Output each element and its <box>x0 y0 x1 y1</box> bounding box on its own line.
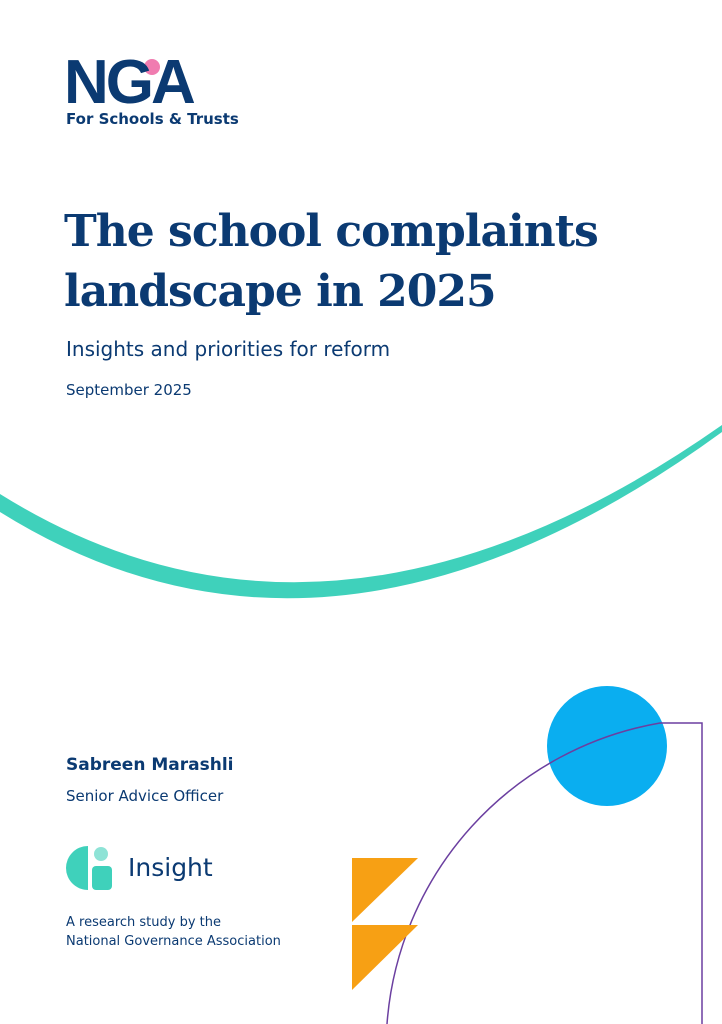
subtitle: Insights and priorities for reform <box>66 337 391 361</box>
logo-tagline: For Schools & Trusts <box>66 110 239 128</box>
logo-wordmark: NGA <box>64 48 196 117</box>
insight-icon <box>66 846 88 890</box>
blue-circle <box>547 686 667 806</box>
insight-icon <box>94 847 108 861</box>
orange-shape <box>352 858 418 922</box>
attribution: National Governance Association <box>66 934 281 949</box>
date: September 2025 <box>66 381 192 399</box>
series-label: Insight <box>128 853 213 882</box>
title: The school complaints <box>64 206 599 257</box>
purple-arc <box>386 722 703 1024</box>
author-role: Senior Advice Officer <box>66 787 224 805</box>
orange-shape <box>352 925 418 990</box>
title: landscape in 2025 <box>64 266 497 317</box>
attribution: A research study by the <box>66 915 221 930</box>
teal-arc <box>0 425 722 599</box>
insight-icon <box>92 866 112 890</box>
logo-dot <box>144 59 160 75</box>
author-name: Sabreen Marashli <box>66 755 234 775</box>
